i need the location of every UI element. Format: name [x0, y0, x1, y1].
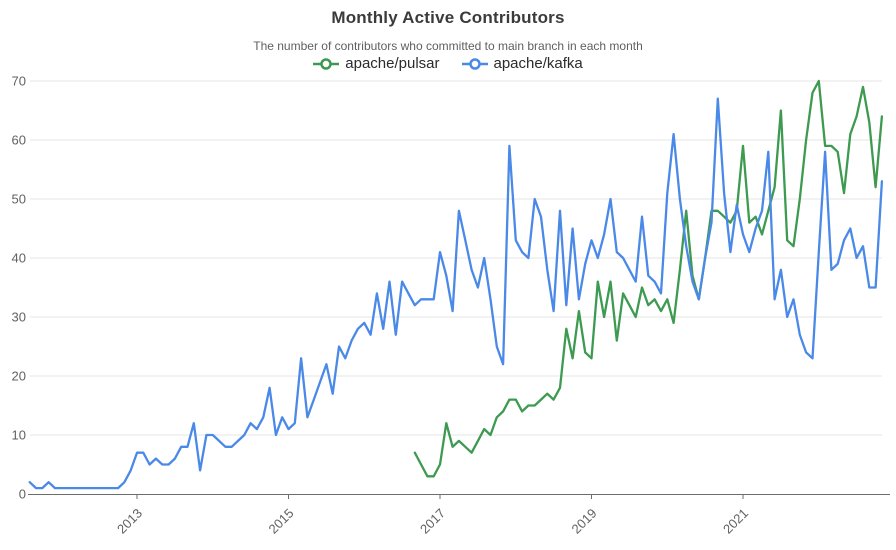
apache-kafka-line	[28, 97, 884, 490]
y-axis-label: 10	[12, 428, 26, 443]
y-axis-label: 40	[12, 251, 26, 266]
chart-subtitle: The number of contributors who committed…	[253, 39, 643, 53]
x-axis-label: 2015	[266, 506, 297, 537]
y-axis-label: 70	[12, 74, 26, 89]
y-axis-label: 20	[12, 369, 26, 384]
legend-item-pulsar[interactable]: apache/pulsar	[313, 55, 440, 72]
legend-label-kafka: apache/kafka	[493, 55, 583, 72]
legend-label-pulsar: apache/pulsar	[345, 55, 440, 72]
chart-title: Monthly Active Contributors	[331, 8, 565, 27]
chart-legend: apache/pulsar apache/kafka	[0, 55, 896, 72]
y-axis-label: 50	[12, 192, 26, 207]
apache-pulsar-line	[413, 79, 884, 478]
legend-item-kafka[interactable]: apache/kafka	[461, 55, 583, 72]
pulsar-series-marker-icon	[313, 57, 340, 70]
y-axis-label: 30	[12, 310, 26, 325]
x-axis-label: 2019	[569, 506, 600, 537]
y-axis-label: 0	[19, 487, 26, 502]
x-axis-label: 2021	[720, 506, 751, 537]
kafka-series-marker-icon	[461, 57, 488, 70]
x-axis-label: 2013	[114, 506, 145, 537]
y-axis-label: 60	[12, 133, 26, 148]
x-axis-label: 2017	[417, 506, 448, 537]
